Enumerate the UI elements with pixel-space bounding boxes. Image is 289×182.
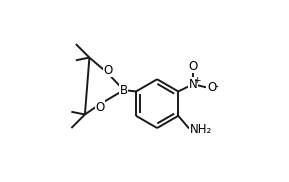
Text: O: O <box>207 81 216 94</box>
Text: N: N <box>189 78 197 91</box>
Text: O: O <box>188 60 198 73</box>
Text: O: O <box>96 101 105 114</box>
Text: -: - <box>214 81 218 91</box>
Text: O: O <box>104 64 113 77</box>
Text: NH₂: NH₂ <box>190 123 212 136</box>
Text: +: + <box>193 76 201 85</box>
Text: B: B <box>120 84 128 98</box>
